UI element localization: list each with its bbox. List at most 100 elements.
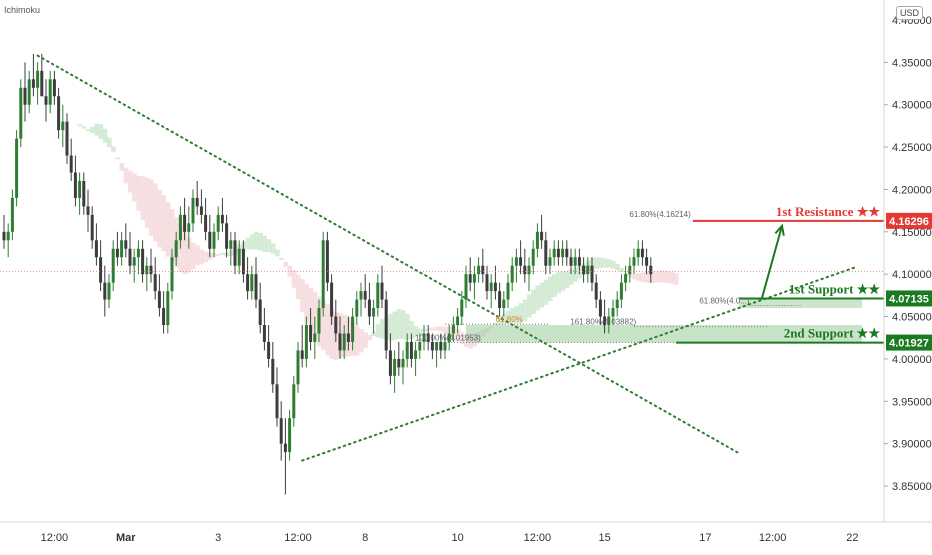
candle-body xyxy=(195,197,199,207)
x-tick-label: 12:00 xyxy=(759,532,787,544)
candle-body xyxy=(645,257,649,266)
candle-body xyxy=(120,240,124,258)
candle-body xyxy=(359,291,363,300)
candle-body xyxy=(317,308,321,334)
cloud-segment xyxy=(279,257,284,260)
candle-body xyxy=(376,282,380,309)
candle-body xyxy=(527,265,531,275)
cloud-segment xyxy=(354,325,360,356)
candle-body xyxy=(481,265,485,275)
candle-body xyxy=(632,257,636,266)
candle-body xyxy=(292,384,296,419)
cloud-segment xyxy=(300,279,305,313)
y-tick-label: 3.95000 xyxy=(892,396,932,408)
price-tag-2: 4.07135 xyxy=(889,293,929,305)
candle-body xyxy=(367,299,371,317)
cloud-segment xyxy=(379,319,385,339)
projection-arrow[interactable] xyxy=(761,225,783,299)
cloud-segment xyxy=(258,232,263,251)
currency-label[interactable]: USD xyxy=(896,6,924,20)
candle-body xyxy=(493,282,497,292)
candle-body xyxy=(598,299,602,317)
candle-body xyxy=(258,299,262,326)
cloud-segment xyxy=(652,271,658,283)
cloud-segment xyxy=(111,146,116,152)
cloud-segment xyxy=(505,310,511,324)
price-tag-bg-1 xyxy=(886,212,932,229)
cloud-segment xyxy=(455,328,461,342)
candle-body xyxy=(456,316,460,326)
cloud-segment xyxy=(392,311,398,340)
candle-body xyxy=(397,358,401,368)
candle-body xyxy=(430,341,434,351)
cloud-segment xyxy=(501,314,507,325)
cloud-segment xyxy=(270,243,276,254)
cloud-segment xyxy=(430,327,435,331)
candle-body xyxy=(229,240,233,249)
cloud-segment xyxy=(665,270,671,284)
candle-body xyxy=(10,197,14,232)
cloud-segment xyxy=(195,245,200,266)
candle-body xyxy=(44,96,48,105)
candle-body xyxy=(204,214,208,232)
candle-body xyxy=(405,341,409,359)
cloud-segment xyxy=(98,124,104,140)
y-tick-label: 4.15000 xyxy=(892,227,932,239)
candle-body xyxy=(506,282,510,300)
cloud-segment xyxy=(144,177,150,228)
candle-body xyxy=(82,180,86,207)
candle-body xyxy=(573,257,577,266)
candle-body xyxy=(477,265,481,275)
cloud-segment xyxy=(253,231,259,250)
cloud-segment xyxy=(90,126,95,133)
candle-body xyxy=(275,384,279,419)
cloud-segment xyxy=(115,157,120,160)
candle-body xyxy=(590,265,594,283)
price-tag-bg-3 xyxy=(886,334,932,351)
cloud-segment xyxy=(165,202,171,257)
x-tick-label: 17 xyxy=(699,532,711,544)
candle-body xyxy=(65,121,69,156)
cloud-segment xyxy=(123,167,129,184)
ascending-trendline[interactable] xyxy=(301,266,856,462)
y-tick-label: 4.35000 xyxy=(892,57,932,69)
cloud-segment xyxy=(438,326,444,332)
candle-body xyxy=(363,291,367,300)
candle-body xyxy=(334,316,338,334)
cloud-segment xyxy=(312,291,318,340)
cloud-segment xyxy=(644,271,650,283)
cloud-segment xyxy=(631,274,637,280)
cloud-segment xyxy=(329,308,335,359)
candle-body xyxy=(443,341,447,351)
candle-body xyxy=(141,248,145,275)
cloud-segment xyxy=(531,289,536,314)
candle-body xyxy=(372,308,376,317)
candle-body xyxy=(544,240,548,266)
candle-body xyxy=(325,240,329,283)
candle-body xyxy=(346,333,350,342)
cloud-segment xyxy=(249,234,255,250)
candle-body xyxy=(2,231,6,241)
candle-body xyxy=(409,341,413,359)
cloud-segment xyxy=(203,251,209,263)
candle-body xyxy=(485,274,489,292)
y-tick-label: 4.25000 xyxy=(892,142,932,154)
candle-body xyxy=(246,274,250,292)
candle-body xyxy=(338,333,342,351)
descending-trendline[interactable] xyxy=(36,54,741,455)
candle-body xyxy=(502,299,506,309)
candle-body xyxy=(594,282,598,300)
candle-body xyxy=(48,79,52,105)
candle-body xyxy=(510,265,514,283)
candle-body xyxy=(460,299,464,317)
cloud-segment xyxy=(606,259,612,268)
candle-body xyxy=(94,240,98,258)
cloud-segment xyxy=(400,310,406,340)
candle-body xyxy=(464,274,468,300)
candle-body xyxy=(514,257,518,266)
candle-body xyxy=(607,316,611,326)
cloud-segment xyxy=(375,324,381,338)
candle-body xyxy=(422,333,426,342)
